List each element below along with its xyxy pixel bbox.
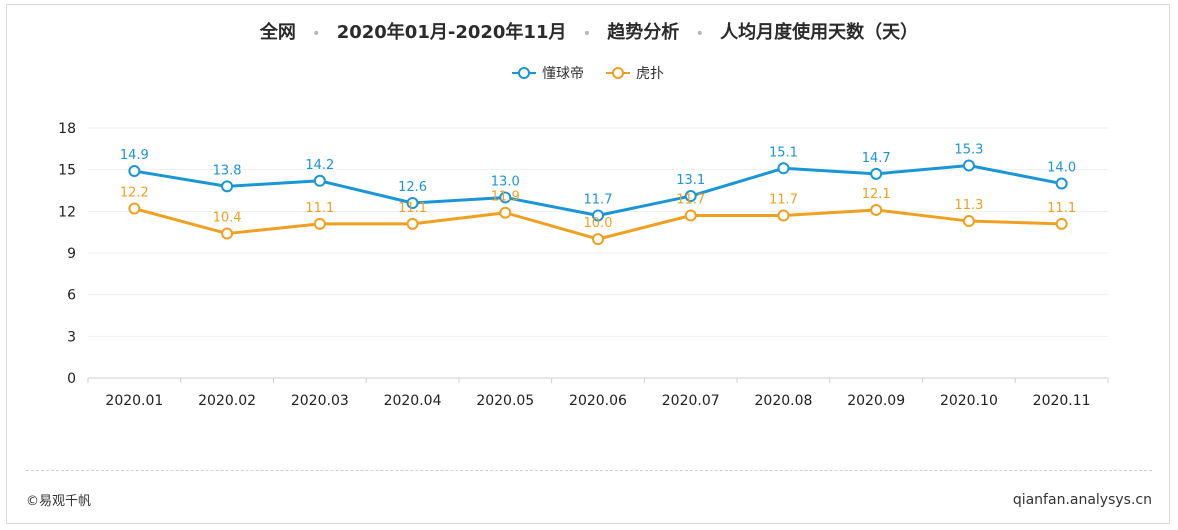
x-tick-label: 2020.05 (476, 393, 534, 409)
y-tick-label: 12 (58, 204, 76, 220)
data-point (1055, 177, 1068, 190)
x-tick-label: 2020.08 (755, 393, 813, 409)
data-point (870, 167, 883, 180)
data-label: 14.9 (120, 148, 149, 163)
y-tick-label: 15 (58, 163, 76, 179)
data-point (221, 180, 234, 193)
chart-title: 全网 • 2020年01月-2020年11月 • 趋势分析 • 人均月度使用天数… (0, 18, 1178, 44)
copyright-text: ©易观千帆 (26, 494, 92, 509)
title-scope: 全网 (259, 22, 296, 43)
title-period: 2020年01月-2020年11月 (336, 22, 567, 43)
x-tick-label: 2020.11 (1033, 393, 1091, 409)
data-point (313, 174, 326, 187)
data-point (1055, 217, 1068, 230)
data-label: 12.6 (398, 180, 427, 195)
y-tick-label: 9 (67, 246, 76, 262)
data-label: 14.7 (862, 151, 891, 166)
data-label: 11.1 (1047, 201, 1076, 216)
data-point (406, 217, 419, 230)
data-point (499, 191, 512, 204)
data-label: 11.1 (398, 201, 427, 216)
x-tick-label: 2020.10 (940, 393, 998, 409)
legend-label: 虎扑 (636, 66, 664, 82)
data-label: 11.7 (676, 193, 705, 208)
data-point (777, 162, 790, 175)
legend-marker (612, 67, 624, 79)
x-tick-label: 2020.06 (569, 393, 627, 409)
data-label: 13.8 (213, 163, 242, 178)
data-label: 10.0 (584, 216, 613, 231)
x-tick-label: 2020.01 (105, 393, 163, 409)
data-point (221, 227, 234, 240)
data-label: 12.2 (120, 186, 149, 201)
x-tick-label: 2020.02 (198, 393, 256, 409)
data-point (870, 203, 883, 216)
data-point (128, 202, 141, 215)
data-label: 15.1 (769, 145, 798, 160)
title-separator: • (695, 26, 704, 42)
x-tick-label: 2020.03 (291, 393, 349, 409)
data-point (684, 209, 697, 222)
data-label: 12.1 (862, 187, 891, 202)
y-tick-label: 0 (67, 371, 76, 387)
data-label: 11.7 (584, 193, 613, 208)
series-line (134, 164, 1062, 217)
data-point (777, 209, 790, 222)
footer-divider (26, 470, 1152, 471)
legend-label: 懂球帝 (542, 66, 584, 82)
site-url: qianfan.analysys.cn (1012, 492, 1152, 508)
data-label: 11.9 (491, 190, 520, 205)
data-point (128, 165, 141, 178)
data-point (313, 217, 326, 230)
y-tick-label: 18 (58, 121, 76, 137)
x-tick-label: 2020.09 (847, 393, 905, 409)
title-separator: • (582, 26, 592, 42)
data-point (684, 190, 697, 203)
y-tick-label: 6 (67, 288, 76, 304)
data-point (592, 209, 604, 222)
title-separator: • (312, 26, 321, 42)
data-point (499, 206, 512, 219)
x-tick-label: 2020.04 (384, 393, 442, 409)
legend-marker (518, 67, 530, 79)
data-point (406, 197, 419, 209)
x-tick-label: 2020.07 (662, 393, 720, 409)
title-analysis: 趋势分析 (607, 22, 680, 43)
data-point (962, 215, 975, 228)
data-label: 11.1 (305, 201, 334, 216)
data-label: 14.0 (1047, 161, 1076, 176)
data-point (962, 159, 975, 172)
data-label: 10.4 (213, 211, 242, 226)
data-label: 14.2 (305, 158, 334, 173)
y-tick-label: 3 (67, 329, 76, 345)
data-label: 13.1 (676, 173, 705, 188)
data-label: 11.3 (954, 198, 983, 213)
title-metric: 人均月度使用天数（天） (720, 22, 919, 43)
data-label: 15.3 (954, 143, 983, 158)
chart-frame (6, 4, 1170, 524)
data-label: 13.0 (491, 174, 520, 189)
line-chart: 0 3 6 9 12 15 18 2020.01 2020.02 2020.03 2020.04 20… (58, 66, 1109, 409)
data-label: 11.7 (769, 193, 798, 208)
data-point (592, 233, 604, 246)
